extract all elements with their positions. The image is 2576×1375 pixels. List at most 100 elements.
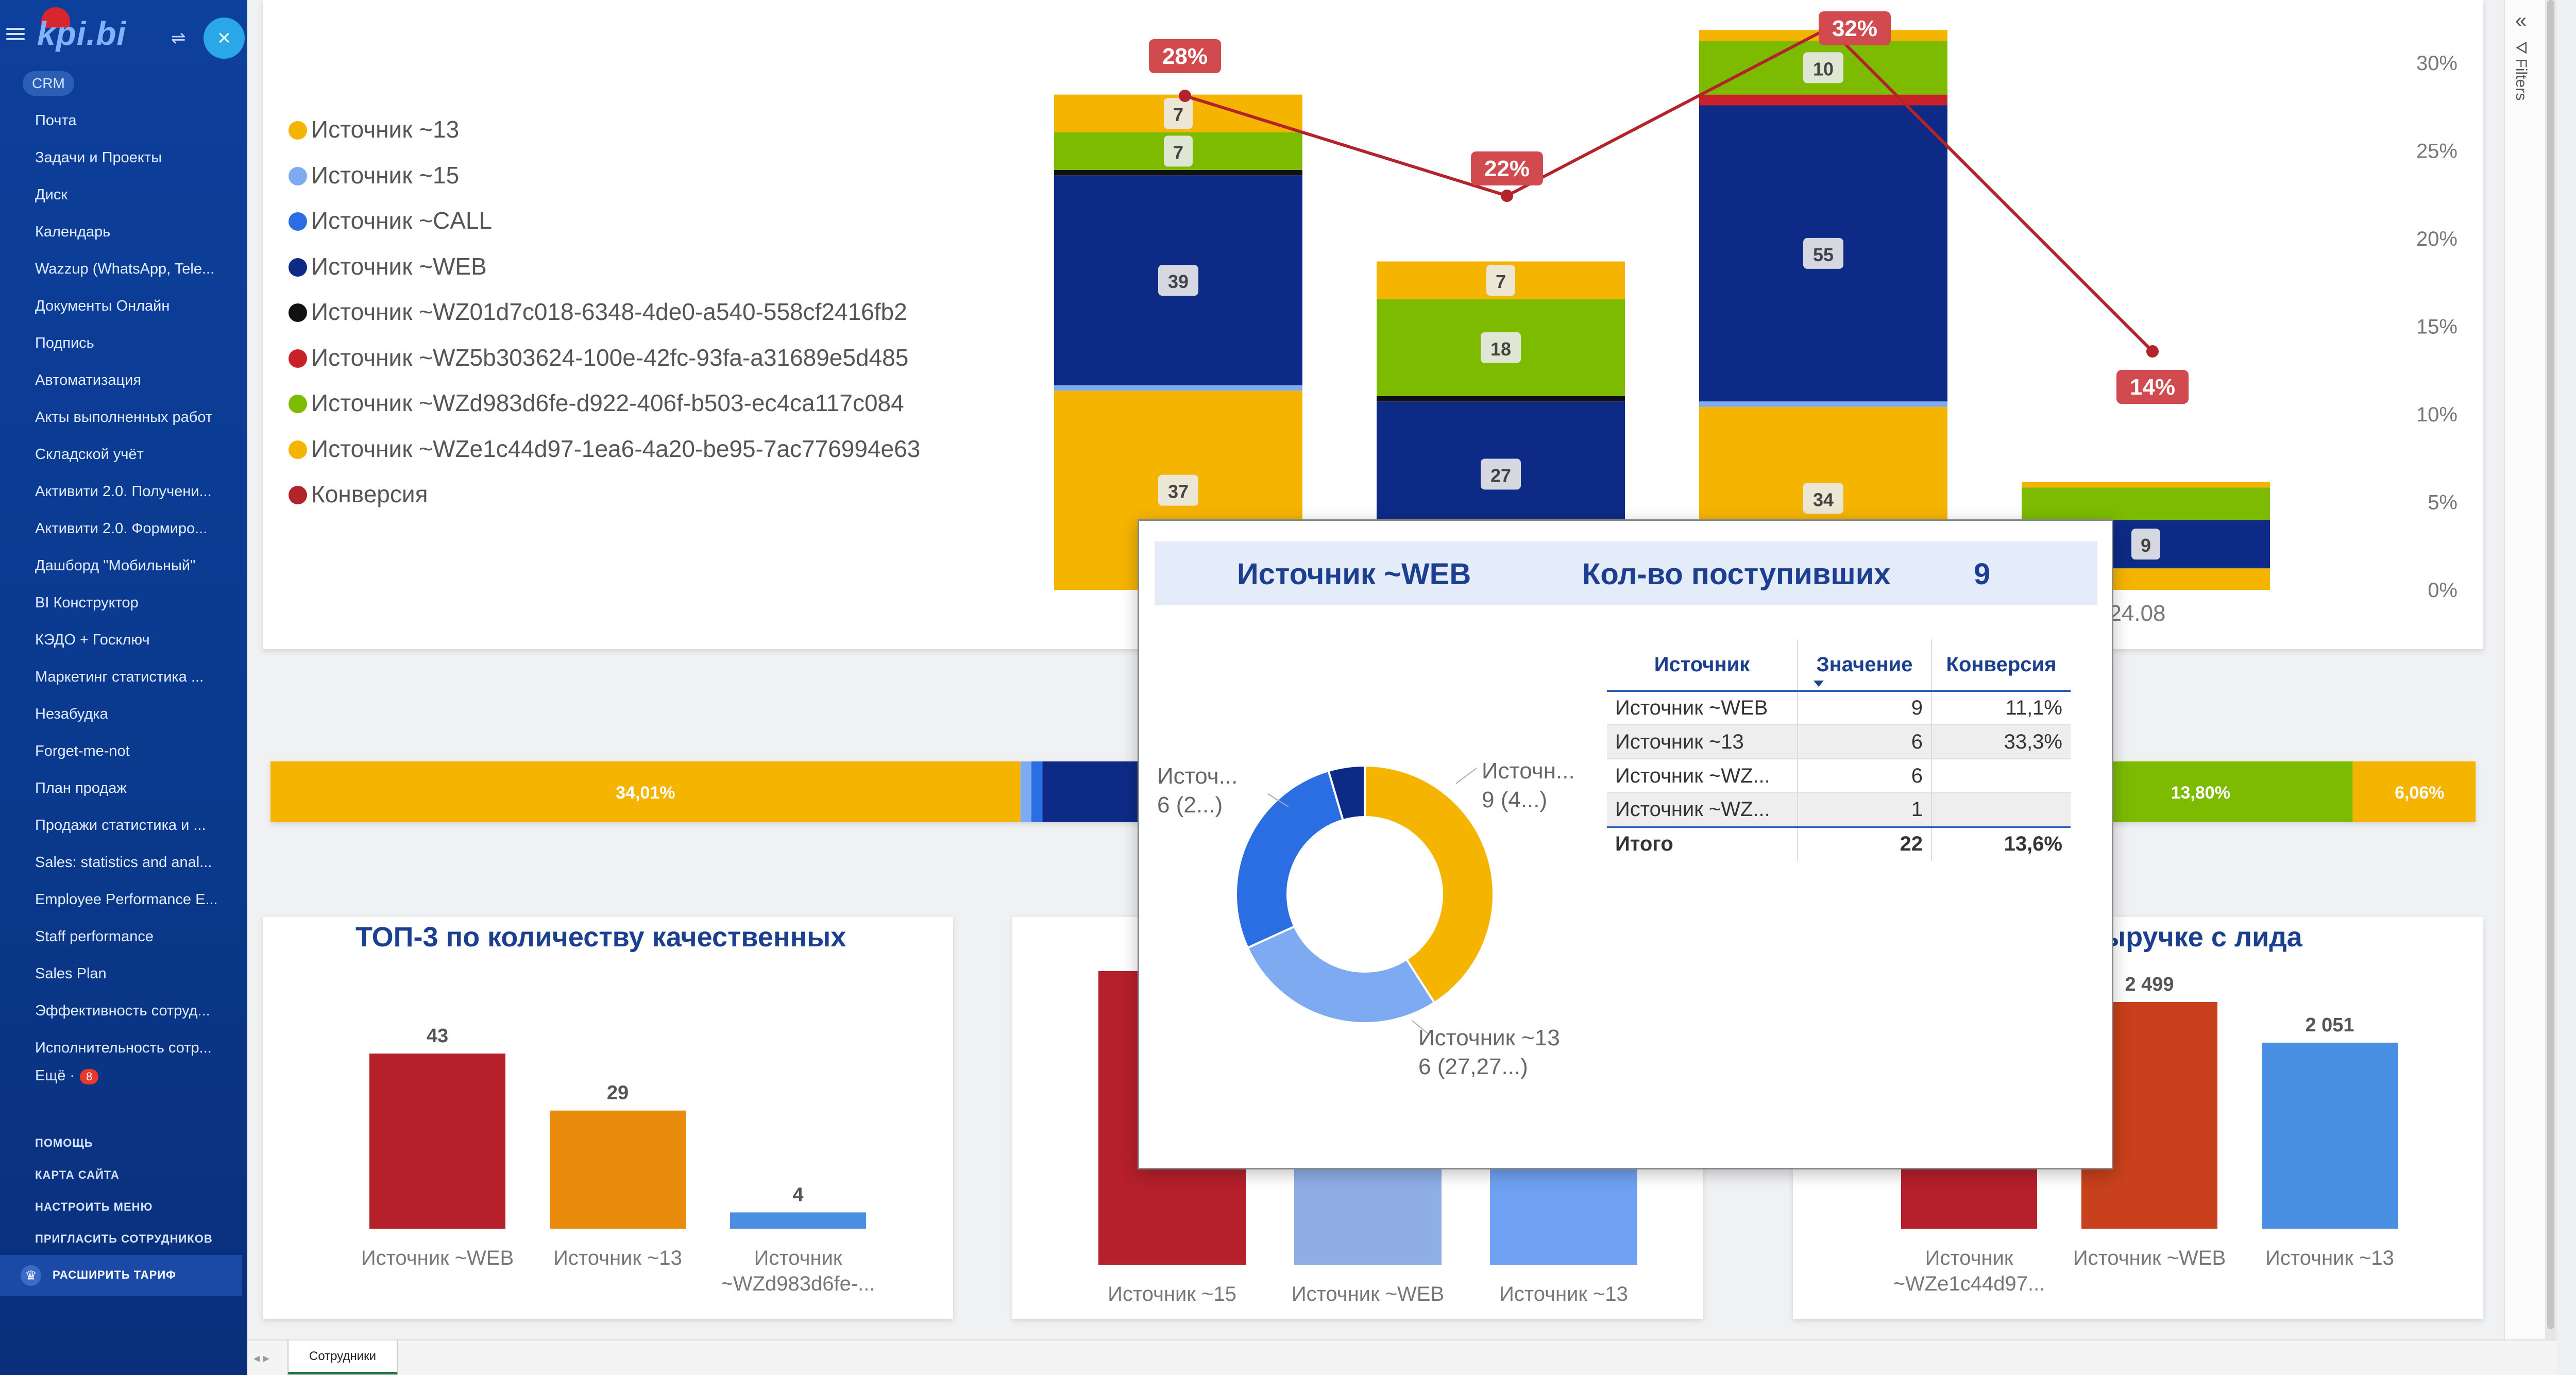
category-label: Источник ~13 xyxy=(2265,1247,2394,1269)
table-row[interactable]: Источник ~13 6 33,3% xyxy=(1607,725,2071,759)
legend-item[interactable]: Источник ~15 xyxy=(289,161,459,189)
bar-segment[interactable] xyxy=(2022,487,2270,520)
table-row[interactable]: Источник ~WZ... 6 xyxy=(1607,759,2071,793)
data-label-bg xyxy=(1481,459,1521,490)
sidebar-item[interactable]: Диск xyxy=(35,186,68,203)
pin-icon[interactable]: ⇌ xyxy=(171,28,186,48)
bar-segment[interactable] xyxy=(2022,482,2270,488)
sidebar-item[interactable]: Продажи статистика и ... xyxy=(35,817,206,834)
data-label-bg xyxy=(2131,529,2160,560)
santa-hat-icon xyxy=(41,7,70,28)
sidebar-item[interactable]: Активити 2.0. Получени... xyxy=(35,483,212,500)
sidebar-item[interactable]: Подпись xyxy=(35,335,94,351)
tab-employees[interactable]: Сотрудники xyxy=(287,1340,398,1374)
y2-tick-label: 0% xyxy=(2428,579,2458,602)
top3-bar-chart: 43 Источник ~WEB 29 Источник ~13 4 Источник ~W… xyxy=(361,1025,875,1295)
strip-segment[interactable] xyxy=(270,761,1021,822)
sidebar-item[interactable]: Staff performance xyxy=(35,928,154,945)
sidebar-item[interactable]: План продаж xyxy=(35,780,127,796)
legend-item[interactable]: Конверсия xyxy=(289,480,428,508)
col-header-conversion[interactable]: Конверсия xyxy=(1931,639,2071,692)
table-row[interactable]: Источник ~WZ... 1 xyxy=(1607,793,2071,827)
donut-slice[interactable] xyxy=(1235,769,1345,949)
legend-item[interactable]: Источник ~WZe1c44d97-1ea6-4a20-be95-7ac7… xyxy=(289,435,920,463)
sidebar-item[interactable]: Sales Plan xyxy=(35,965,107,982)
table-total-row: Итого 22 13,6% xyxy=(1607,826,2071,861)
donut-slice[interactable] xyxy=(1364,764,1495,1005)
sidebar-item[interactable]: Незабудка xyxy=(35,706,108,722)
conversion-label-bg xyxy=(2116,370,2189,404)
legend-item[interactable]: Источник ~WZ01d7c018-6348-4de0-a540-558c… xyxy=(289,298,907,326)
filters-text: Filters xyxy=(2513,58,2530,101)
donut-slice[interactable] xyxy=(1246,925,1436,1024)
sidebar-item[interactable]: КЭДО + Госключ xyxy=(35,632,150,648)
bar[interactable] xyxy=(730,1212,866,1229)
sidebar-item[interactable]: Активити 2.0. Формиро... xyxy=(35,520,208,537)
sidebar-item[interactable]: Forget-me-not xyxy=(35,743,130,759)
scrollbar-thumb[interactable] xyxy=(2547,0,2554,1329)
conversion-point[interactable] xyxy=(1179,90,1191,102)
table-cell: 1 xyxy=(1797,793,1931,827)
sidebar-footer-link[interactable]: ПОМОЩЬ xyxy=(35,1136,93,1149)
sidebar-item[interactable]: Employee Performance E... xyxy=(35,891,218,908)
bar-segment[interactable] xyxy=(1054,385,1302,391)
sidebar-item[interactable]: Sales: statistics and anal... xyxy=(35,854,212,871)
filters-label[interactable]: ⛛ Filters xyxy=(2512,41,2530,100)
sidebar-item[interactable]: Складской учёт xyxy=(35,446,144,463)
upgrade-button[interactable]: ♛ РАСШИРИТЬ ТАРИФ xyxy=(0,1255,242,1296)
bar-segment[interactable] xyxy=(1377,396,1625,402)
legend-item[interactable]: Источник ~WZd983d6fe-d922-406f-b503-ec4c… xyxy=(289,389,904,417)
sidebar-item[interactable]: Почта xyxy=(35,112,77,129)
sidebar-footer-link[interactable]: НАСТРОИТЬ МЕНЮ xyxy=(35,1200,153,1213)
sidebar-footer-link[interactable]: КАРТА САЙТА xyxy=(35,1168,120,1181)
sidebar-item[interactable]: Маркетинг статистика ... xyxy=(35,669,204,685)
legend-item[interactable]: Источник ~CALL xyxy=(289,207,492,234)
bar-segment[interactable] xyxy=(1054,169,1302,176)
sidebar-item[interactable]: Документы Онлайн xyxy=(35,298,170,314)
donut-slice[interactable] xyxy=(1327,764,1366,822)
crm-badge[interactable]: CRM xyxy=(23,71,74,96)
legend-item[interactable]: Источник ~13 xyxy=(289,115,459,143)
double-chevron-left-icon[interactable]: « xyxy=(2515,9,2527,32)
strip-segment[interactable] xyxy=(1020,761,1032,822)
sidebar-item[interactable]: Календарь xyxy=(35,224,111,240)
left-sidebar: kpi.bi ⇌ × CRM Почта Задачи и Проекты Диск… xyxy=(0,0,247,1375)
col-header-source[interactable]: Источник xyxy=(1607,639,1798,692)
bar-segment[interactable] xyxy=(1699,94,1947,106)
bar[interactable] xyxy=(1490,1153,1637,1265)
sidebar-item[interactable]: Эффективность сотруд... xyxy=(35,1003,210,1019)
close-icon[interactable]: × xyxy=(204,18,245,59)
sidebar-more[interactable]: Ещё · 8 xyxy=(35,1067,231,1084)
sidebar-item[interactable]: Исполнительность сотр... xyxy=(35,1040,212,1056)
sidebar-item[interactable]: Дашборд "Мобильный" xyxy=(35,557,196,574)
sidebar-item[interactable]: Wazzup (WhatsApp, Tele... xyxy=(35,261,215,277)
sidebar-item[interactable]: Акты выполненных работ xyxy=(35,409,213,426)
data-label-bg xyxy=(1164,135,1193,167)
filters-panel[interactable]: « ⛛ Filters xyxy=(2504,0,2545,1339)
sidebar-item[interactable]: Задачи и Проекты xyxy=(35,149,162,166)
donut-callout-label: Источн... xyxy=(1482,758,1575,784)
data-label-bg xyxy=(1481,332,1521,363)
conversion-point[interactable] xyxy=(2146,345,2159,358)
bar[interactable] xyxy=(550,1110,686,1229)
legend-item[interactable]: Источник ~WEB xyxy=(289,252,487,280)
table-cell: 11,1% xyxy=(1931,691,2071,725)
table-row[interactable]: Источник ~WEB 9 11,1% xyxy=(1607,691,2071,725)
legend-item[interactable]: Источник ~WZ5b303624-100e-42fc-93fa-a316… xyxy=(289,344,908,371)
col-header-value[interactable]: Значение xyxy=(1797,639,1931,692)
strip-segment[interactable] xyxy=(1031,761,1043,822)
bar[interactable] xyxy=(2262,1042,2398,1229)
vertical-scrollbar[interactable] xyxy=(2545,0,2556,1339)
sidebar-footer-link[interactable]: ПРИГЛАСИТЬ СОТРУДНИКОВ xyxy=(35,1232,213,1245)
conversion-point[interactable] xyxy=(1501,190,1513,202)
bar[interactable] xyxy=(369,1054,505,1229)
logo[interactable]: kpi.bi xyxy=(37,15,127,52)
bar-segment[interactable] xyxy=(1699,401,1947,407)
strip-segment[interactable] xyxy=(2352,761,2476,822)
legend-label: Источник ~13 xyxy=(311,116,460,143)
sidebar-item[interactable]: Автоматизация xyxy=(35,372,142,388)
sidebar-item[interactable]: BI Конструктор xyxy=(35,595,139,611)
category-label: Источник ~WEB xyxy=(2073,1247,2226,1269)
tab-scroll-arrows-icon[interactable]: ◂ ▸ xyxy=(253,1351,269,1365)
menu-icon[interactable] xyxy=(6,25,25,40)
